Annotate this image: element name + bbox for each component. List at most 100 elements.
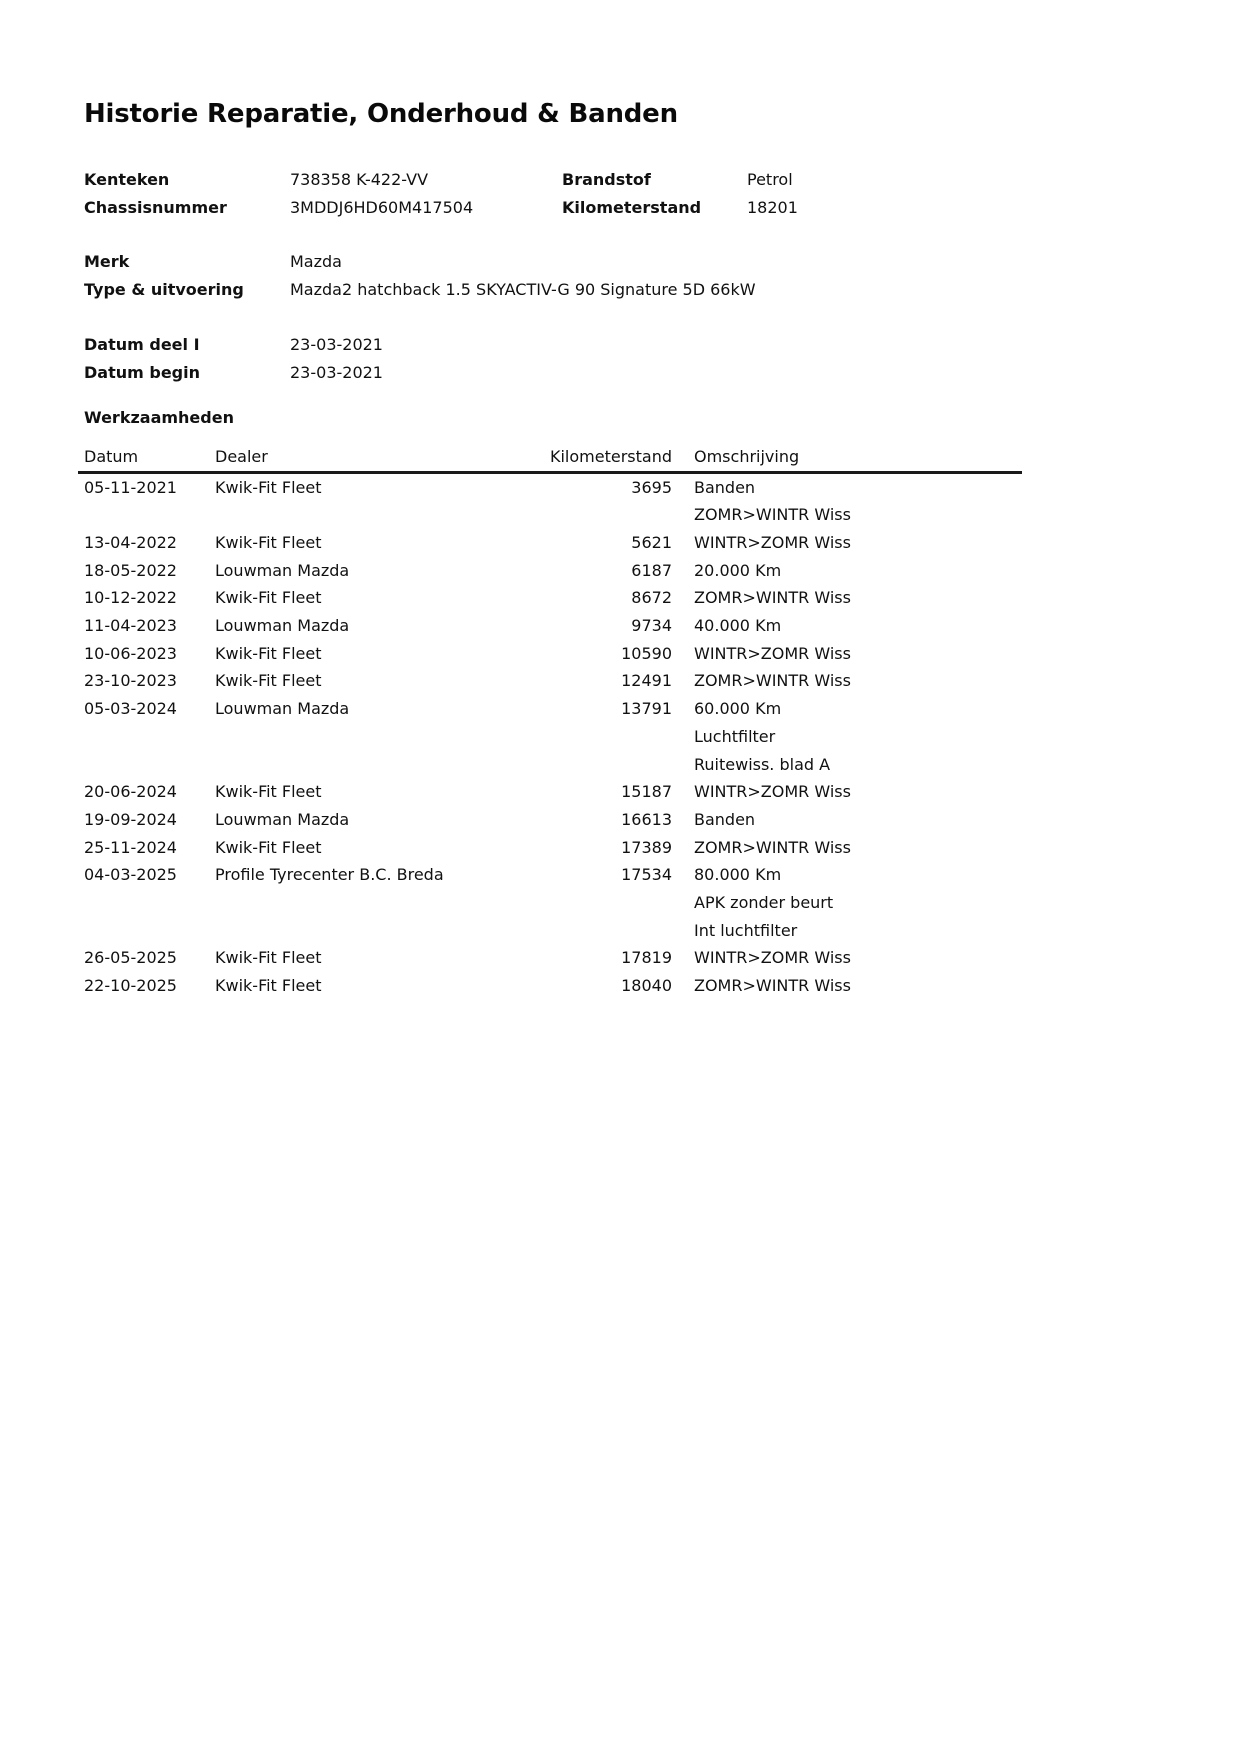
row-kilometerstand bbox=[548, 501, 672, 529]
column-header-kilometerstand: Kilometerstand bbox=[548, 442, 672, 474]
column-header-dealer: Dealer bbox=[215, 442, 548, 474]
row-omschrijving: Banden bbox=[694, 809, 756, 829]
row-dealer bbox=[215, 751, 548, 779]
row-omschrijving: WINTR>ZOMR Wiss bbox=[694, 532, 851, 552]
row-dealer bbox=[215, 501, 548, 529]
row-omschrijving: Banden bbox=[694, 477, 756, 497]
row-kilometerstand: 13791 bbox=[621, 699, 672, 719]
row-dealer: Kwik-Fit Fleet bbox=[215, 837, 322, 857]
row-date: 10-12-2022 bbox=[84, 588, 177, 608]
row-dealer: Kwik-Fit Fleet bbox=[215, 948, 322, 968]
row-dealer: Louwman Mazda bbox=[215, 560, 350, 580]
row-date: 10-06-2023 bbox=[84, 643, 177, 663]
row-dealer: Kwik-Fit Fleet bbox=[215, 782, 322, 802]
row-omschrijving: ZOMR>WINTR Wiss bbox=[694, 671, 851, 691]
row-date: 22-10-2025 bbox=[84, 976, 177, 996]
row-kilometerstand: 18040 bbox=[621, 976, 672, 996]
row-omschrijving: Luchtfilter bbox=[694, 726, 776, 746]
table-row: 05-11-2021 Kwik-Fit Fleet 3695 Banden bbox=[78, 472, 1022, 501]
row-omschrijving: WINTR>ZOMR Wiss bbox=[694, 782, 851, 802]
model-block: Merk Mazda Type & uitvoering Mazda2 hatc… bbox=[84, 248, 1028, 304]
datum-deel-1-label: Datum deel I bbox=[84, 335, 200, 354]
row-dealer: Louwman Mazda bbox=[215, 616, 350, 636]
info-row-type-uitvoering: Type & uitvoering Mazda2 hatchback 1.5 S… bbox=[84, 276, 1028, 304]
row-dealer: Kwik-Fit Fleet bbox=[215, 588, 322, 608]
row-date: 20-06-2024 bbox=[84, 782, 177, 802]
table-row: 18-05-2022 Louwman Mazda 6187 20.000 Km bbox=[78, 557, 1022, 585]
datum-begin-label: Datum begin bbox=[84, 363, 200, 382]
page-title: Historie Reparatie, Onderhoud & Banden bbox=[84, 99, 678, 129]
document-content: Historie Reparatie, Onderhoud & Banden K… bbox=[78, 0, 1028, 1000]
row-kilometerstand: 17389 bbox=[621, 837, 672, 857]
info-row-merk: Merk Mazda bbox=[84, 248, 1028, 276]
work-section-heading: Werkzaamheden bbox=[84, 408, 234, 427]
table-row: 11-04-2023 Louwman Mazda 9734 40.000 Km bbox=[78, 612, 1022, 640]
kilometerstand-label: Kilometerstand bbox=[562, 198, 702, 217]
row-omschrijving: 60.000 Km bbox=[694, 699, 782, 719]
row-dealer: Kwik-Fit Fleet bbox=[215, 643, 322, 663]
row-date bbox=[78, 501, 215, 529]
row-omschrijving: ZOMR>WINTR Wiss bbox=[694, 837, 851, 857]
info-row-datum-begin: Datum begin 23-03-2021 bbox=[84, 359, 1028, 387]
row-dealer: Louwman Mazda bbox=[215, 809, 350, 829]
row-kilometerstand: 12491 bbox=[621, 671, 672, 691]
brandstof-label: Brandstof bbox=[562, 170, 651, 189]
row-omschrijving: 40.000 Km bbox=[694, 616, 782, 636]
table-row: 13-04-2022 Kwik-Fit Fleet 5621 WINTR>ZOM… bbox=[78, 529, 1022, 557]
table-row: ZOMR>WINTR Wiss bbox=[78, 501, 1022, 529]
row-dealer: Profile Tyrecenter B.C. Breda bbox=[215, 865, 444, 885]
row-dealer bbox=[215, 917, 548, 945]
row-kilometerstand: 6187 bbox=[631, 560, 672, 580]
row-kilometerstand: 16613 bbox=[621, 809, 672, 829]
row-date: 05-11-2021 bbox=[84, 477, 177, 497]
row-dealer: Kwik-Fit Fleet bbox=[215, 477, 322, 497]
info-row-kenteken-brandstof: Kenteken 738358 K-422-VV Brandstof Petro… bbox=[84, 166, 1028, 194]
datum-deel-1-value: 23-03-2021 bbox=[290, 335, 383, 354]
table-row: 04-03-2025 Profile Tyrecenter B.C. Breda… bbox=[78, 861, 1022, 889]
kenteken-value: 738358 K-422-VV bbox=[290, 170, 429, 189]
chassisnummer-label: Chassisnummer bbox=[84, 198, 227, 217]
row-date: 13-04-2022 bbox=[84, 532, 177, 552]
table-row: 26-05-2025 Kwik-Fit Fleet 17819 WINTR>ZO… bbox=[78, 944, 1022, 972]
row-kilometerstand: 3695 bbox=[631, 477, 672, 497]
info-row-datum-deel-1: Datum deel I 23-03-2021 bbox=[84, 331, 1028, 359]
table-row: 20-06-2024 Kwik-Fit Fleet 15187 WINTR>ZO… bbox=[78, 778, 1022, 806]
type-uitvoering-label: Type & uitvoering bbox=[84, 280, 244, 299]
merk-value: Mazda bbox=[290, 252, 342, 271]
row-omschrijving: Ruitewiss. blad A bbox=[694, 754, 831, 774]
kenteken-label: Kenteken bbox=[84, 170, 170, 189]
row-date: 25-11-2024 bbox=[84, 837, 177, 857]
table-row: 10-12-2022 Kwik-Fit Fleet 8672 ZOMR>WINT… bbox=[78, 584, 1022, 612]
row-date: 23-10-2023 bbox=[84, 671, 177, 691]
column-header-datum: Datum bbox=[78, 442, 215, 474]
info-row-chassis-kilometerstand: Chassisnummer 3MDDJ6HD60M417504 Kilomete… bbox=[84, 194, 1028, 222]
row-dealer: Kwik-Fit Fleet bbox=[215, 976, 322, 996]
table-row: 25-11-2024 Kwik-Fit Fleet 17389 ZOMR>WIN… bbox=[78, 834, 1022, 862]
row-kilometerstand: 17819 bbox=[621, 948, 672, 968]
row-kilometerstand bbox=[548, 723, 672, 751]
row-dealer bbox=[215, 889, 548, 917]
datum-begin-value: 23-03-2021 bbox=[290, 363, 383, 382]
row-omschrijving: WINTR>ZOMR Wiss bbox=[694, 643, 851, 663]
table-row: Int luchtfilter bbox=[78, 917, 1022, 945]
row-kilometerstand bbox=[548, 751, 672, 779]
row-kilometerstand: 5621 bbox=[631, 532, 672, 552]
row-kilometerstand: 17534 bbox=[621, 865, 672, 885]
chassisnummer-value: 3MDDJ6HD60M417504 bbox=[290, 198, 474, 217]
row-date: 19-09-2024 bbox=[84, 809, 177, 829]
table-row: 23-10-2023 Kwik-Fit Fleet 12491 ZOMR>WIN… bbox=[78, 667, 1022, 695]
row-date: 04-03-2025 bbox=[84, 865, 177, 885]
table-row: APK zonder beurt bbox=[78, 889, 1022, 917]
row-dealer: Louwman Mazda bbox=[215, 699, 350, 719]
row-dealer bbox=[215, 723, 548, 751]
type-uitvoering-value: Mazda2 hatchback 1.5 SKYACTIV-G 90 Signa… bbox=[290, 280, 756, 299]
dates-block: Datum deel I 23-03-2021 Datum begin 23-0… bbox=[84, 331, 1028, 387]
merk-label: Merk bbox=[84, 252, 130, 271]
row-kilometerstand: 10590 bbox=[621, 643, 672, 663]
table-row: Luchtfilter bbox=[78, 723, 1022, 751]
table-row: 19-09-2024 Louwman Mazda 16613 Banden bbox=[78, 806, 1022, 834]
table-row: 05-03-2024 Louwman Mazda 13791 60.000 Km bbox=[78, 695, 1022, 723]
row-omschrijving: 80.000 Km bbox=[694, 865, 782, 885]
row-omschrijving: 20.000 Km bbox=[694, 560, 782, 580]
